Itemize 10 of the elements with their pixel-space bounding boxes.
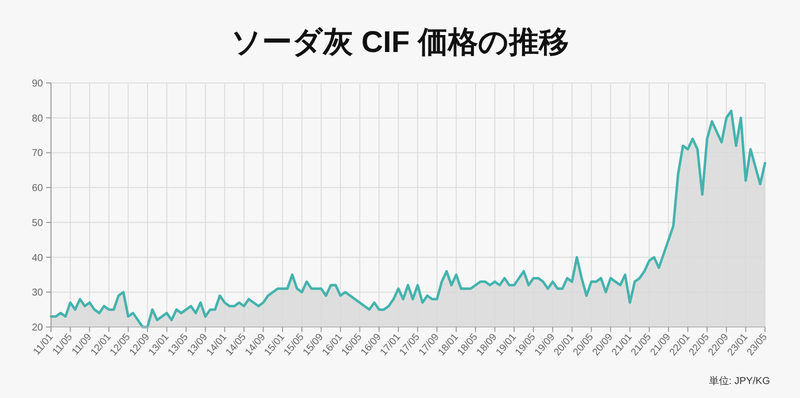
y-tick-label: 60 [32,183,44,194]
y-tick-label: 20 [32,322,44,334]
y-tick-label: 80 [32,113,44,124]
y-tick-label: 90 [32,78,44,90]
y-tick-label: 50 [32,218,44,229]
y-tick-label: 30 [32,288,44,299]
chart-title: ソーダ灰 CIF 価格の推移 [231,26,569,59]
y-tick-label: 40 [32,252,44,264]
text: 単位: JPY/KG [708,375,770,387]
y-tick-label: 70 [32,148,44,160]
